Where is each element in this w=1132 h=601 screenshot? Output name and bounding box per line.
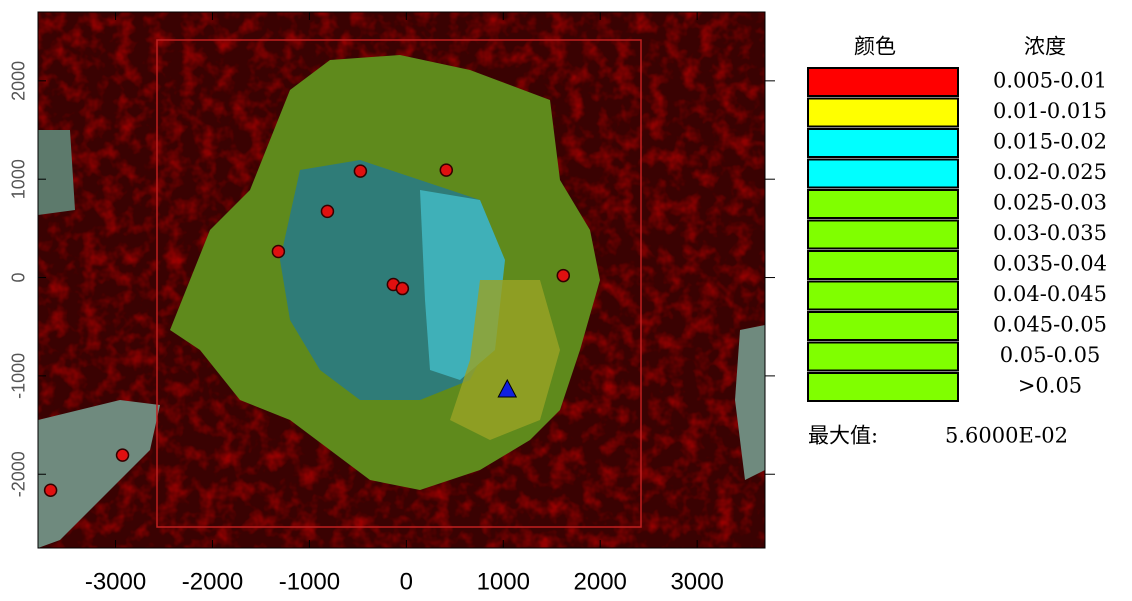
x-tick-label: -1000 <box>279 568 340 595</box>
legend-label: 0.045-0.05 <box>993 313 1107 337</box>
legend-label: 0.04-0.045 <box>993 282 1107 306</box>
legend-label: 0.025-0.03 <box>993 191 1107 215</box>
legend-label: 0.035-0.04 <box>993 252 1107 276</box>
y-tick-label: 0 <box>9 273 29 283</box>
legend-swatch <box>808 68 958 96</box>
legend-header: 颜色 <box>854 35 896 59</box>
legend-swatch <box>808 251 958 279</box>
map-background <box>38 12 765 548</box>
legend-swatch <box>808 129 958 157</box>
y-tick-label: 1000 <box>9 159 29 199</box>
y-tick-label: -2000 <box>9 451 29 497</box>
legend-label: 0.005-0.01 <box>993 69 1107 93</box>
source-point <box>440 164 452 176</box>
legend-label: >0.05 <box>1018 374 1082 398</box>
legend-label: 0.015-0.02 <box>993 130 1107 154</box>
legend-swatch <box>808 343 958 371</box>
legend-swatch <box>808 282 958 310</box>
legend-swatch <box>808 99 958 127</box>
x-tick-label: -2000 <box>182 568 243 595</box>
source-point <box>396 283 408 295</box>
legend-swatch <box>808 160 958 188</box>
max-value: 5.6000E-02 <box>945 424 1068 448</box>
x-tick-label: 0 <box>400 568 413 595</box>
legend-swatch <box>808 221 958 249</box>
source-point <box>272 245 284 257</box>
legend-swatch <box>808 190 958 218</box>
legend-header: 浓度 <box>1024 35 1066 59</box>
max-label: 最大值: <box>808 424 878 448</box>
x-tick-label: 3000 <box>670 568 723 595</box>
x-tick-label: 2000 <box>574 568 627 595</box>
legend-swatch <box>808 373 958 401</box>
legend-label: 0.01-0.015 <box>993 99 1107 123</box>
legend-label: 0.05-0.05 <box>1000 343 1101 367</box>
legend-label: 0.03-0.035 <box>993 221 1107 245</box>
source-point <box>117 449 129 461</box>
x-tick-label: 1000 <box>477 568 530 595</box>
y-tick-label: 2000 <box>9 61 29 101</box>
x-tick-label: -3000 <box>85 568 146 595</box>
source-point <box>354 165 366 177</box>
source-point <box>557 270 569 282</box>
legend-swatch <box>808 312 958 340</box>
legend-label: 0.02-0.025 <box>993 160 1107 184</box>
source-point <box>321 205 333 217</box>
y-tick-label: -1000 <box>9 353 29 399</box>
chart: 颜色 浓度 最大值: 5.6000E-02 -3000 -2000 -1000 0 10… <box>0 0 1132 601</box>
source-point <box>45 484 57 496</box>
